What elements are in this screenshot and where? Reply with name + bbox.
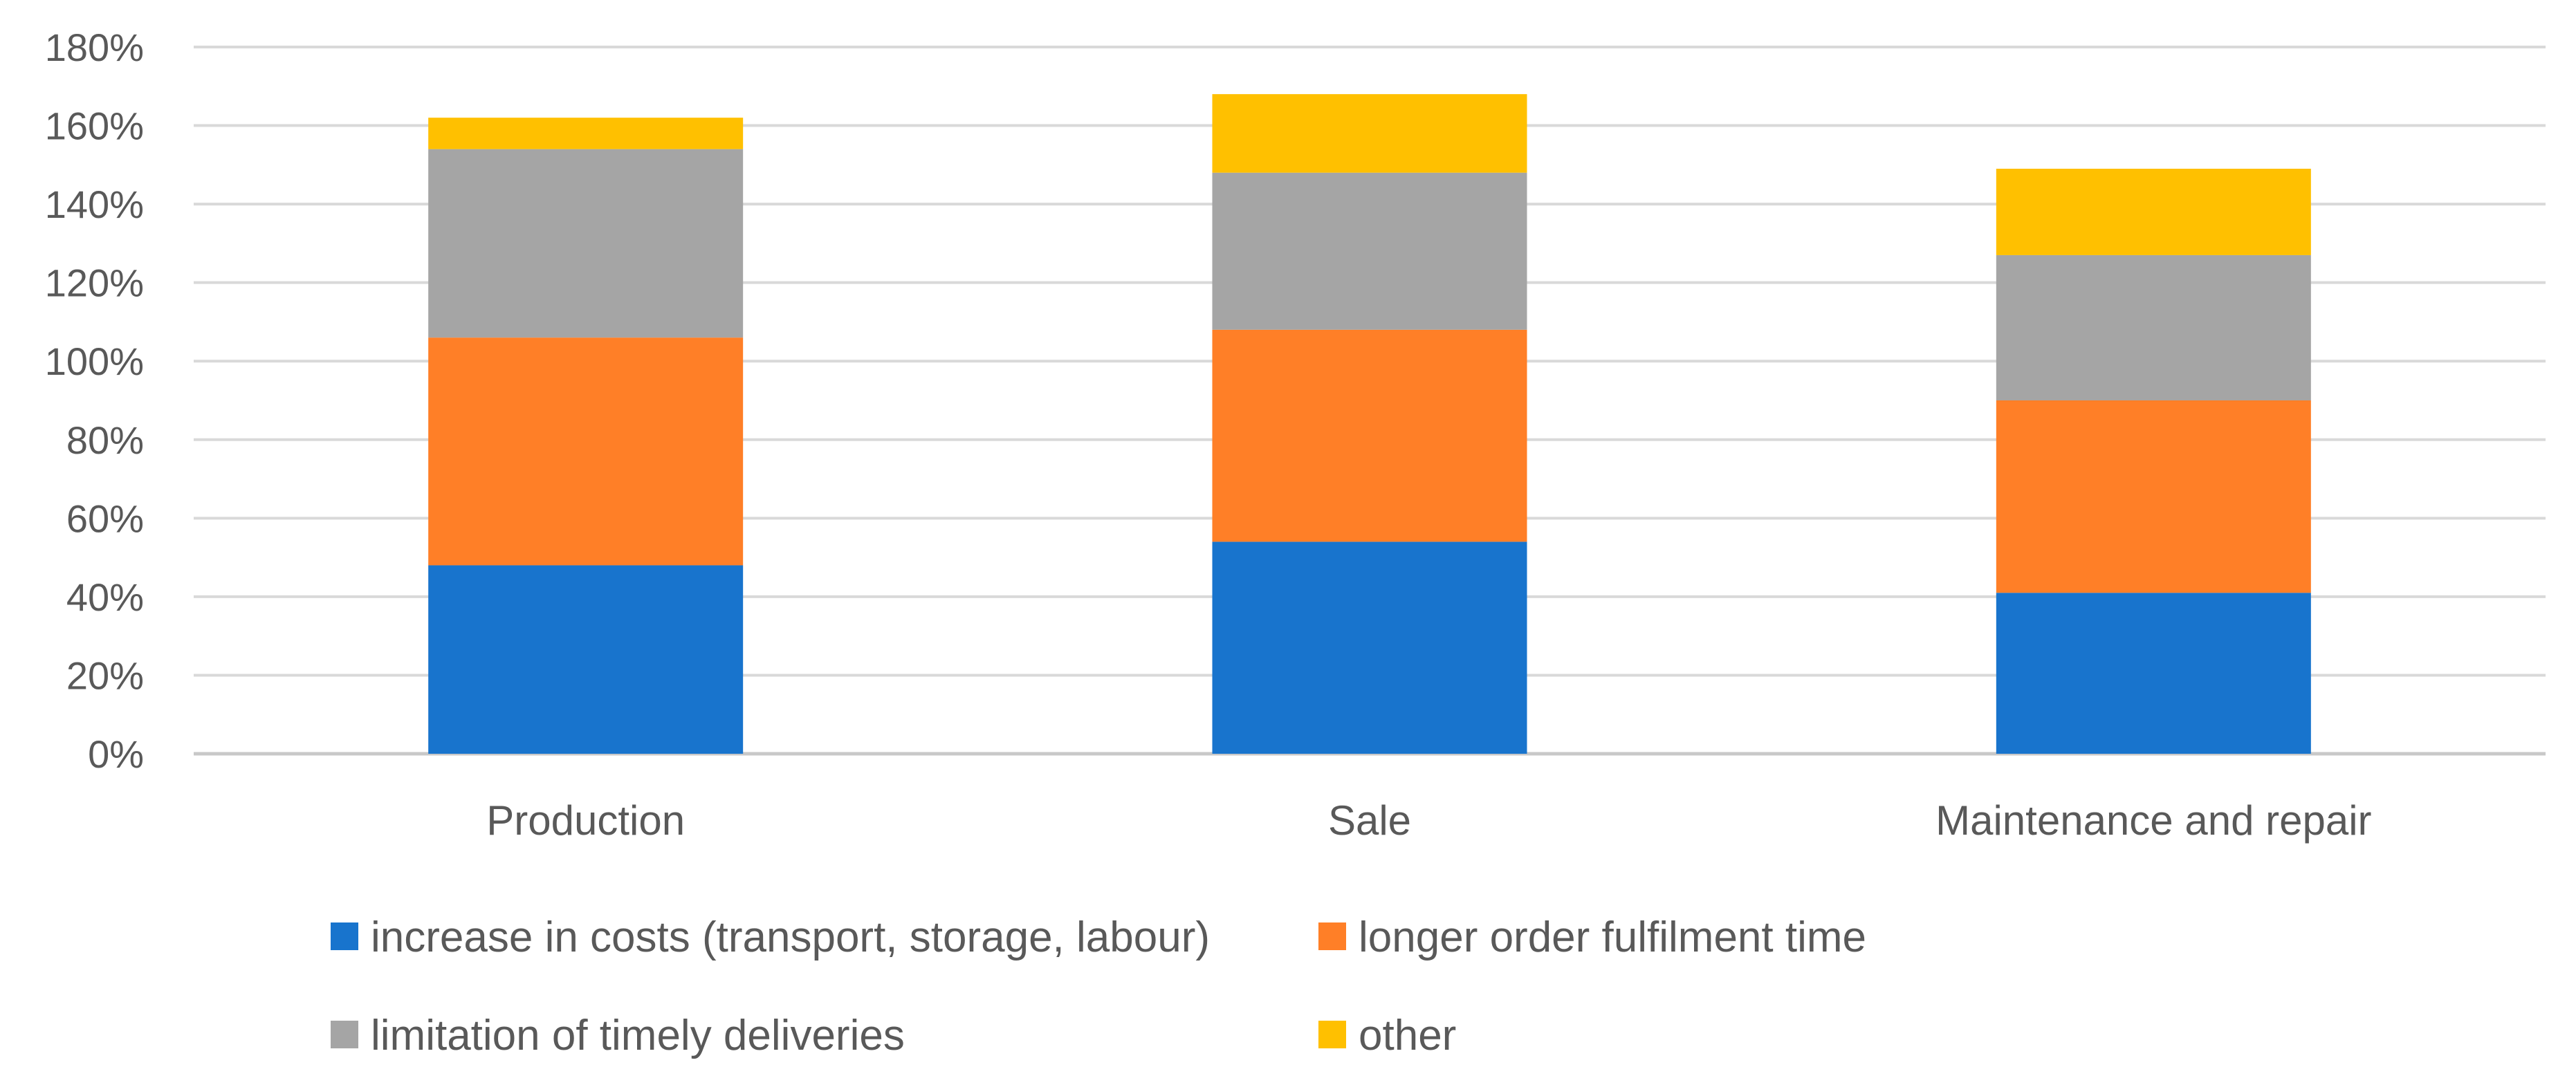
- x-category-label: Maintenance and repair: [1935, 797, 2371, 844]
- bar-segment: [428, 118, 744, 149]
- y-tick-label: 160%: [45, 104, 144, 148]
- legend-label: longer order fulfilment time: [1359, 914, 1866, 961]
- x-category-label: Production: [486, 797, 685, 844]
- x-axis-categories: Production Sale Maintenance and repair: [486, 797, 2371, 844]
- y-tick-label: 140%: [45, 183, 144, 226]
- y-tick-label: 20%: [66, 653, 144, 697]
- bar-segment: [1212, 541, 1527, 754]
- bar-segment: [1212, 172, 1527, 330]
- legend-swatch: [1318, 922, 1346, 950]
- bar-segment: [1996, 400, 2311, 593]
- bar-segment: [1212, 94, 1527, 173]
- legend: increase in costs (transport, storage, l…: [331, 914, 1866, 1059]
- bar-segment: [428, 149, 744, 338]
- bar-segment: [1212, 329, 1527, 542]
- y-axis-ticks: 0% 20% 40% 60% 80% 100% 120% 140% 160% 180%: [45, 26, 144, 776]
- legend-swatch: [331, 1021, 358, 1048]
- legend-swatch: [331, 922, 358, 950]
- y-tick-label: 60%: [66, 497, 144, 540]
- bar-segment: [428, 565, 744, 754]
- bar-segment: [1996, 593, 2311, 754]
- bar-segment: [1996, 254, 2311, 400]
- y-tick-label: 0%: [88, 732, 144, 776]
- legend-swatch: [1318, 1021, 1346, 1048]
- legend-label: other: [1359, 1012, 1456, 1059]
- legend-label: increase in costs (transport, storage, l…: [371, 914, 1210, 961]
- y-tick-label: 80%: [66, 418, 144, 462]
- bar-segment: [428, 337, 744, 566]
- y-tick-label: 120%: [45, 261, 144, 305]
- bars: [428, 94, 2311, 754]
- y-tick-label: 100%: [45, 340, 144, 383]
- legend-label: limitation of timely deliveries: [371, 1012, 905, 1059]
- bar-segment: [1996, 169, 2311, 255]
- y-tick-label: 40%: [66, 575, 144, 619]
- x-category-label: Sale: [1328, 797, 1411, 844]
- y-tick-label: 180%: [45, 26, 144, 69]
